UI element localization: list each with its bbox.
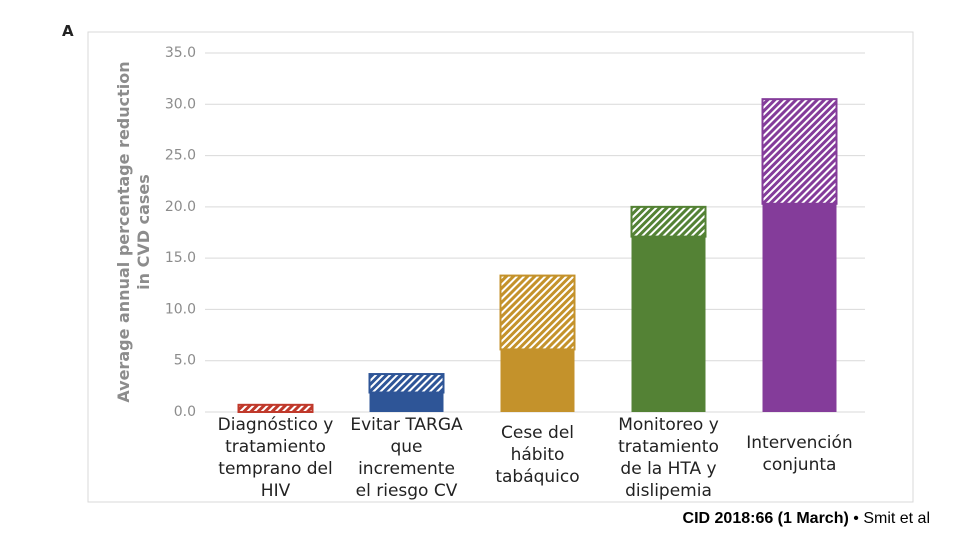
x-tick-label: Intervención conjunta: [746, 433, 853, 475]
bar-hatched: [630, 205, 707, 238]
source-bold: CID 2018:66 (1 March): [682, 510, 849, 527]
bar: [762, 203, 837, 412]
bar-hatched: [368, 373, 445, 394]
bar-hatched: [761, 98, 838, 205]
y-tick-label: 15.0: [165, 250, 196, 266]
y-tick-label: 25.0: [165, 148, 196, 164]
panel-label: A: [62, 22, 74, 40]
y-tick-label: 35.0: [165, 45, 196, 61]
x-tick-label: Evitar TARGA que incremente el riesgo CV: [350, 415, 463, 501]
y-axis-label: Average annual percentage reduction in C…: [114, 61, 153, 403]
bar-hatched: [237, 403, 314, 414]
y-tick-label: 30.0: [165, 96, 196, 112]
bar: [500, 349, 575, 412]
chart-frame: [87, 31, 914, 503]
x-tick-label: Monitoreo y tratamiento de la HTA y disl…: [618, 415, 719, 501]
y-tick-label: 0.0: [174, 404, 196, 420]
bar: [369, 392, 444, 412]
x-tick-label: Cese del hábito tabáquico: [495, 423, 580, 487]
y-tick-label: 5.0: [174, 353, 196, 369]
y-tick-label: 20.0: [165, 199, 196, 215]
source-rest: • Smit et al: [853, 510, 930, 527]
x-tick-label: Diagnóstico y tratamiento temprano del H…: [217, 415, 334, 501]
bar: [631, 236, 706, 412]
y-tick-label: 10.0: [165, 301, 196, 317]
bar-hatched: [499, 274, 576, 351]
source: CID 2018:66 (1 March) • Smit et al: [683, 510, 930, 528]
